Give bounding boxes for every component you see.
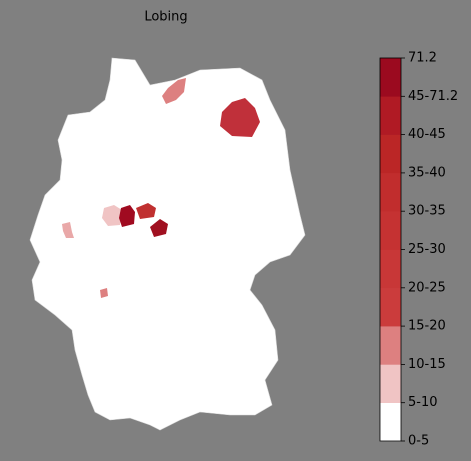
district bbox=[220, 98, 260, 137]
colorbar-label: 15-20 bbox=[408, 319, 446, 334]
colorbar-segment bbox=[380, 249, 401, 289]
colorbar-label: 35-40 bbox=[408, 165, 446, 180]
colorbar-label: 71.2 bbox=[408, 51, 437, 66]
map-title: Lobing bbox=[144, 10, 187, 25]
colorbar-label: 30-35 bbox=[408, 204, 446, 219]
colorbar-segment bbox=[380, 326, 401, 365]
germany-map bbox=[29, 57, 306, 431]
colorbar-label: 10-15 bbox=[408, 357, 446, 372]
colorbar-segment bbox=[380, 402, 401, 442]
colorbar-label: 40-45 bbox=[408, 127, 446, 142]
colorbar-segment bbox=[380, 172, 401, 212]
colorbar-segment bbox=[380, 58, 401, 97]
district bbox=[119, 205, 135, 227]
colorbar-segment bbox=[380, 211, 401, 250]
district bbox=[162, 78, 186, 104]
colorbar-segment bbox=[380, 96, 401, 135]
colorbar-label: 25-30 bbox=[408, 242, 446, 257]
colorbar-label: 0-5 bbox=[408, 434, 429, 449]
colorbar-label: 20-25 bbox=[408, 280, 446, 295]
colorbar-label: 5-10 bbox=[408, 395, 438, 410]
colorbar-segment bbox=[380, 287, 401, 327]
colorbar: 0-5 5-10 10-15 15-20 20-25 25-30 30-35 35-40 40-… bbox=[379, 51, 458, 449]
colorbar-segment bbox=[380, 364, 401, 403]
colorbar-segment bbox=[380, 134, 401, 174]
district bbox=[150, 219, 168, 237]
colorbar-label: 45-71.2 bbox=[408, 89, 458, 104]
district bbox=[102, 205, 122, 226]
district bbox=[136, 203, 156, 219]
district bbox=[100, 288, 108, 298]
country-outline bbox=[29, 57, 306, 431]
district bbox=[62, 222, 74, 238]
